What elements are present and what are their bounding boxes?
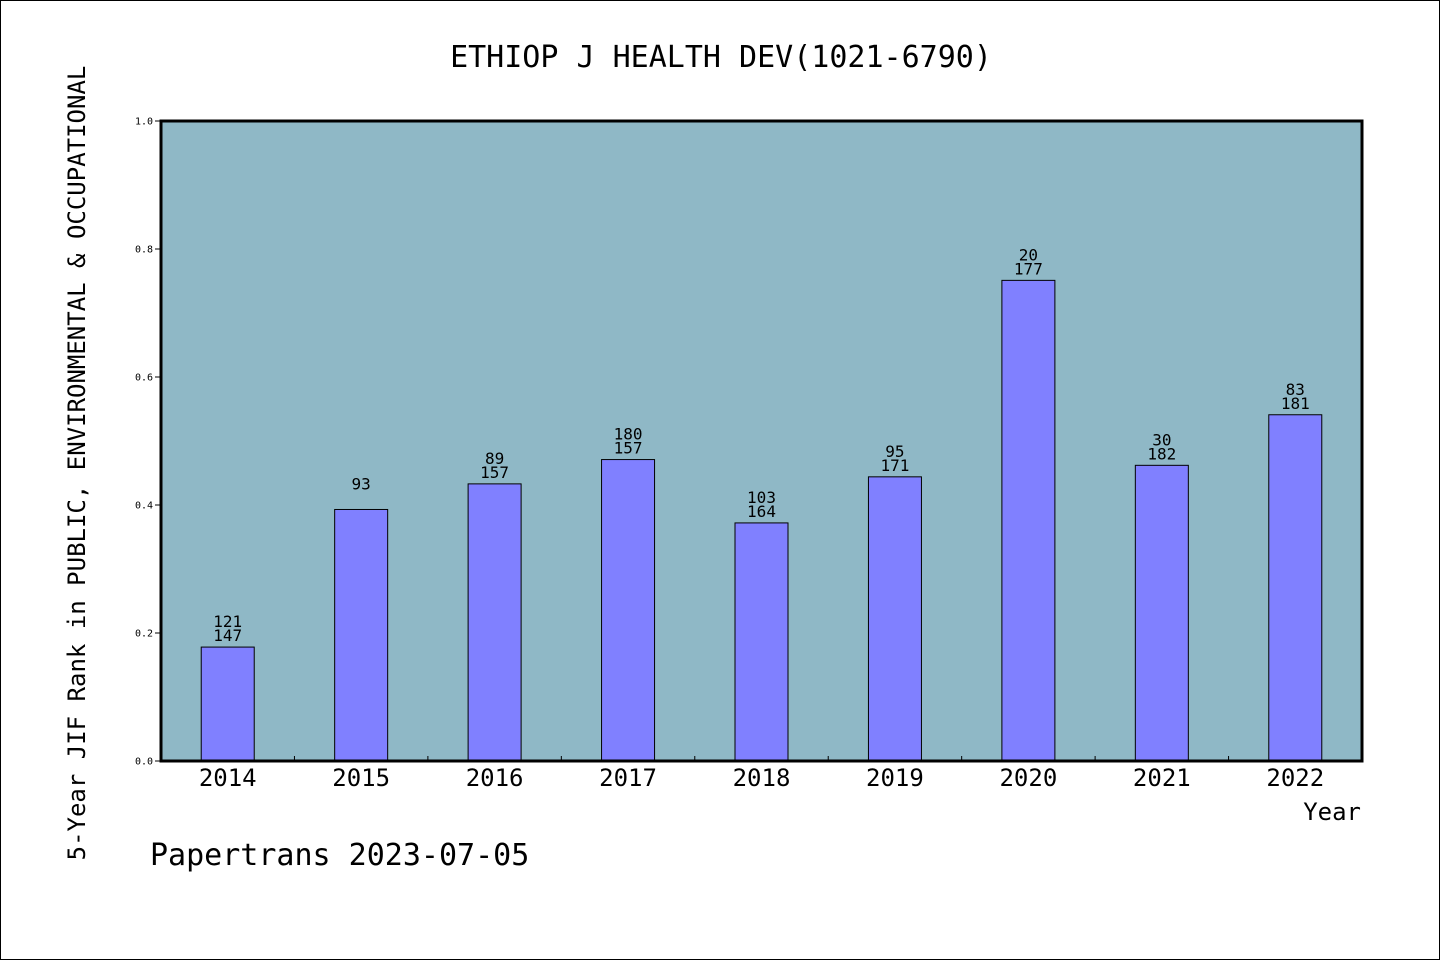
plot-border xyxy=(159,119,1364,763)
bar-label-bottom: 157 xyxy=(614,439,643,458)
footer-credit: Papertrans 2023-07-05 xyxy=(150,838,529,873)
bar-label-top: 30 xyxy=(1152,430,1171,449)
y-tick-label: 0.0 xyxy=(135,757,153,768)
bar-label-top: 93 xyxy=(352,474,371,493)
y-axis-label: 5-Year JIF Rank in PUBLIC, ENVIRONMENTAL… xyxy=(63,66,91,861)
bar-2018 xyxy=(734,522,789,762)
y-tick-label: 0.6 xyxy=(135,373,153,384)
bar-label-bottom: 182 xyxy=(1147,444,1176,463)
bar-label-bottom: 171 xyxy=(880,456,909,475)
bar-labels: 2014147121201593201615789201715718020181… xyxy=(199,245,1324,792)
bar-label-top: 95 xyxy=(885,442,904,461)
bar-2019 xyxy=(867,476,922,762)
bar-label-bottom: 181 xyxy=(1281,394,1310,413)
y-tick-label: 0.2 xyxy=(135,629,153,640)
x-tick-label: 2019 xyxy=(866,764,924,792)
y-tick-label: 1.0 xyxy=(135,117,153,128)
bar-label-top: 180 xyxy=(614,425,643,444)
bar-label-top: 83 xyxy=(1286,380,1305,399)
bar-2021 xyxy=(1134,464,1189,762)
bar-2017 xyxy=(601,459,656,762)
x-tick-label: 2014 xyxy=(199,764,257,792)
y-tick-label: 0.8 xyxy=(135,245,153,256)
x-tick-label: 2021 xyxy=(1133,764,1191,792)
bars xyxy=(200,279,1323,762)
bar-2020 xyxy=(1001,279,1056,762)
bar-label-top: 89 xyxy=(485,449,504,468)
bar-label-bottom: 164 xyxy=(747,502,776,521)
bar-label-bottom: 177 xyxy=(1014,259,1043,278)
bar-label-bottom: 157 xyxy=(480,463,509,482)
y-tick-label: 0.4 xyxy=(135,501,153,512)
x-tick-label: 2022 xyxy=(1266,764,1324,792)
bar-2015 xyxy=(334,508,389,762)
x-tick-label: 2018 xyxy=(733,764,791,792)
bar-2014 xyxy=(200,646,255,762)
bar-label-top: 20 xyxy=(1019,245,1038,264)
x-tick-label: 2016 xyxy=(466,764,524,792)
bar-2022 xyxy=(1268,414,1323,762)
bar-label-top: 121 xyxy=(213,612,242,631)
x-axis-label: Year xyxy=(1303,798,1361,826)
bar-label-bottom: 147 xyxy=(213,626,242,645)
bar-2016 xyxy=(467,483,522,762)
x-tick-label: 2015 xyxy=(332,764,390,792)
x-tick-label: 2020 xyxy=(999,764,1057,792)
x-tick-label: 2017 xyxy=(599,764,657,792)
chart-title: ETHIOP J HEALTH DEV(1021-6790) xyxy=(450,40,992,75)
bar-label-top: 103 xyxy=(747,488,776,507)
